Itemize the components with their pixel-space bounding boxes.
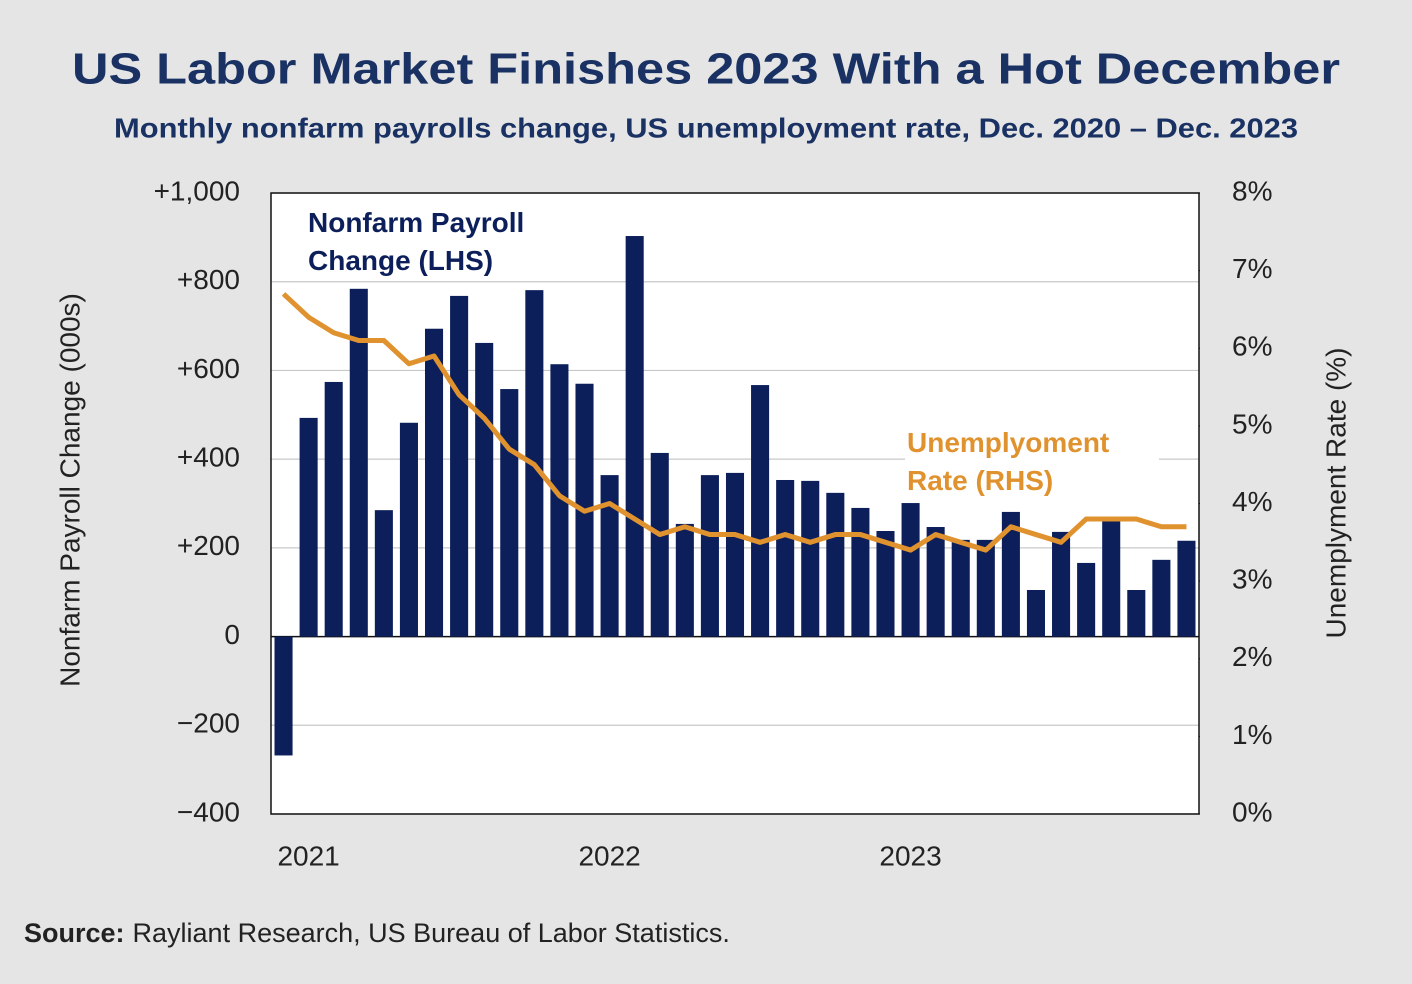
bar (851, 507, 870, 637)
bar (826, 492, 845, 637)
y2-tick-label: 6% (1232, 331, 1272, 362)
bar (600, 475, 619, 637)
y2-tick-label: 5% (1232, 408, 1272, 439)
bar (776, 479, 795, 637)
bar (1077, 562, 1096, 637)
bar (876, 531, 895, 637)
y-axis-label: Nonfarm Payroll Change (000s) (54, 293, 85, 687)
y-tick-label: +600 (177, 353, 240, 384)
bar (424, 328, 444, 637)
bar (751, 385, 770, 637)
bar (324, 381, 343, 637)
source-text: Rayliant Research, US Bureau of Labor St… (133, 918, 730, 948)
bar (299, 417, 318, 637)
bar (675, 523, 694, 637)
bar (1127, 589, 1146, 637)
bar (1177, 540, 1196, 637)
chart-title: US Labor Market Finishes 2023 With a Hot… (72, 45, 1340, 94)
chart-subtitle: Monthly nonfarm payrolls change, US unem… (114, 112, 1298, 143)
y-tick-label: −400 (177, 796, 240, 827)
bar (500, 389, 519, 637)
bar (976, 539, 995, 637)
bar (399, 422, 418, 637)
y2-tick-label: 7% (1232, 253, 1272, 284)
marks (274, 236, 1196, 756)
bar (550, 364, 569, 637)
y2-axis-label: Unemplyment Rate (%) (1320, 348, 1351, 639)
bar (274, 636, 293, 756)
line (281, 292, 1187, 553)
bar (650, 452, 669, 637)
source-label: Source: (24, 918, 125, 948)
bar (349, 288, 368, 637)
bar (901, 503, 920, 637)
y-tick-label: +1,000 (154, 175, 240, 206)
x-tick-label: 2021 (277, 840, 339, 871)
bar (926, 527, 945, 637)
plot-border (270, 192, 1200, 815)
bar (801, 480, 820, 637)
bar (374, 510, 393, 637)
bar (1026, 589, 1046, 637)
y-tick-label: −200 (177, 708, 240, 739)
bar (700, 475, 719, 637)
bar (725, 472, 745, 637)
bar (951, 539, 970, 637)
y-tick-label: 0 (224, 619, 240, 650)
y2-tick-label: 3% (1232, 564, 1272, 595)
bar (1152, 559, 1171, 637)
y2-tick-label: 1% (1232, 719, 1272, 750)
bar-series-label: Nonfarm Payroll Change (LHS) (306, 204, 560, 280)
x-tick-label: 2022 (578, 840, 640, 871)
y-tick-label: +400 (177, 442, 240, 473)
y2-tick-label: 0% (1232, 796, 1272, 827)
source: Source: Rayliant Research, US Bureau of L… (24, 918, 730, 948)
bar (475, 342, 494, 637)
x-tick-label: 2023 (879, 840, 941, 871)
y-tick-label: +200 (177, 530, 240, 561)
y2-tick-label: 4% (1232, 486, 1272, 517)
y2-tick-label: 2% (1232, 641, 1272, 672)
y-tick-label: +800 (177, 264, 240, 295)
line-series-label: Unemplyoment Rate (RHS) (905, 424, 1159, 500)
bar (450, 295, 469, 637)
bar (1001, 511, 1020, 637)
y2-tick-label: 8% (1232, 175, 1272, 206)
bar (1052, 531, 1071, 637)
bar (625, 236, 644, 637)
bar (1102, 519, 1121, 637)
